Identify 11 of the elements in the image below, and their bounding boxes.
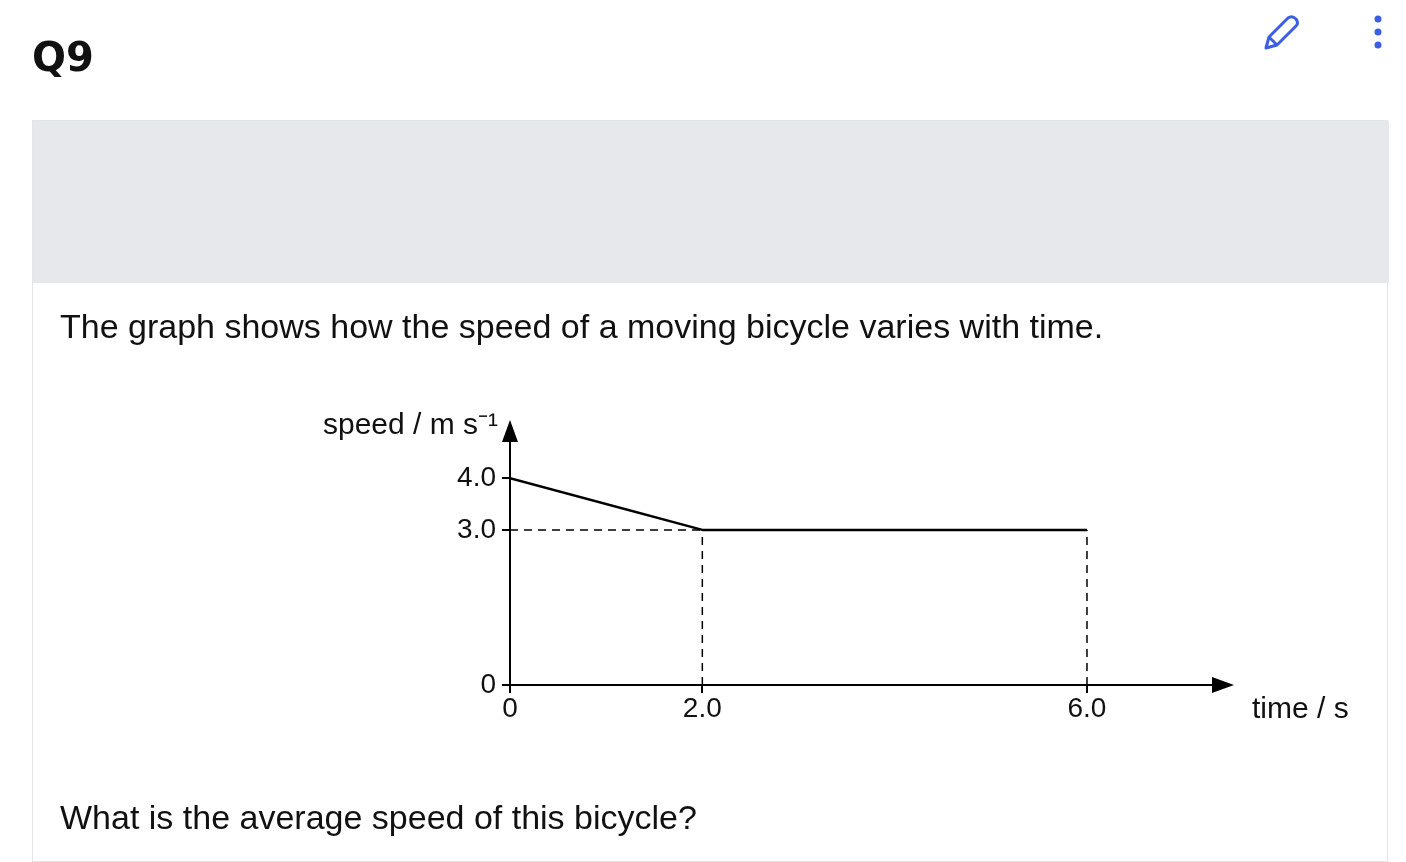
chart-subtitle: The graph shows how the speed of a moving bicycle varies with time. (60, 307, 1104, 346)
y-axis-title: speed / m s⁻¹ (323, 406, 499, 442)
text: Q9 (32, 34, 94, 80)
x-axis-title: time / s (1252, 691, 1349, 725)
text: What is the average speed of this bicycle? (60, 798, 697, 837)
x-tick-label: 0 (502, 691, 518, 723)
x-tick-label: 6.0 (1067, 691, 1107, 723)
y-tick-label: 3.0 (457, 512, 496, 544)
y-tick-label: 0 (480, 667, 496, 699)
y-tick-label: 4.0 (457, 460, 496, 492)
x-tick-label: 2.0 (682, 691, 722, 723)
